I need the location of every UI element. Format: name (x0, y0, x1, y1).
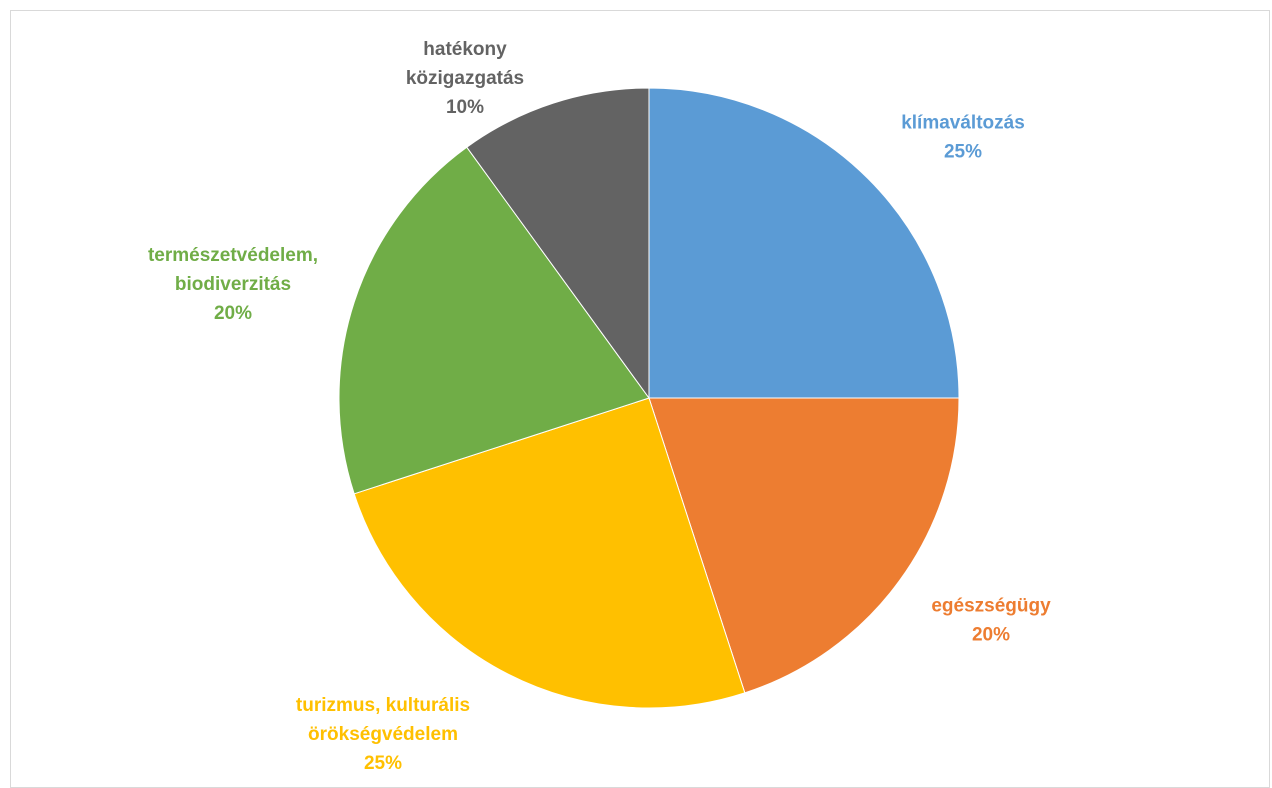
pie-slice-3 (338, 146, 650, 495)
slice-category-label: klímaváltozás (901, 113, 1025, 134)
slice-label-0: klímaváltozás 25% (901, 113, 1025, 163)
slice-category-label: természetvédelem, (148, 245, 318, 266)
pie-labels: klímaváltozás 25% egészségügy 20% turizmus, … (148, 39, 1051, 774)
slice-label-4: hatékony közigazgatás 10% (406, 39, 524, 118)
slice-percent-label: 25% (944, 142, 982, 163)
slice-category-label: turizmus, kulturális (296, 695, 470, 716)
slice-percent-label: 20% (214, 303, 252, 324)
pie-slices (338, 87, 960, 709)
pie-slice-4 (466, 87, 650, 400)
slice-category-label: egészségügy (931, 596, 1051, 617)
slice-label-2: turizmus, kulturális örökségvédelem 25% (296, 695, 470, 774)
slice-percent-label: 20% (972, 625, 1010, 646)
slice-percent-label: 10% (446, 97, 484, 118)
slice-category-label: biodiverzitás (175, 274, 291, 295)
pie-slice-0 (648, 87, 960, 399)
slice-label-1: egészségügy 20% (931, 596, 1051, 646)
slice-category-label: közigazgatás (406, 68, 524, 89)
pie-slice-2 (353, 397, 746, 709)
slice-category-label: hatékony (423, 39, 507, 60)
slice-category-label: örökségvédelem (308, 724, 458, 745)
slice-percent-label: 25% (364, 753, 402, 774)
slice-label-3: természetvédelem, biodiverzitás 20% (148, 245, 318, 324)
pie-slice-1 (648, 397, 960, 694)
